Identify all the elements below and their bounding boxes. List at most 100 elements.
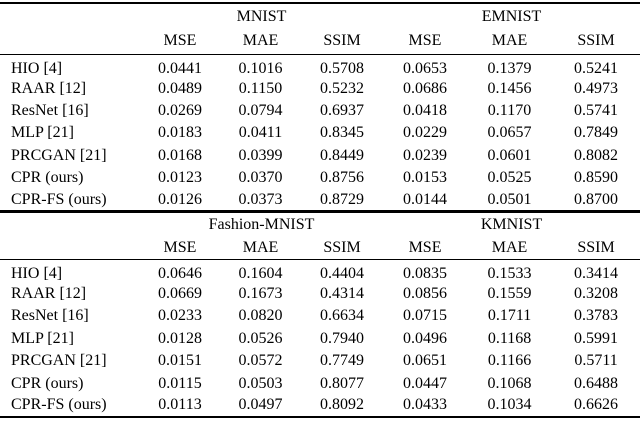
metric-value: 0.0497	[238, 396, 283, 414]
method-label: PRCGAN [21]	[11, 146, 107, 164]
metric-value: 0.6937	[320, 102, 364, 120]
metric-header: SSIM	[323, 32, 361, 50]
metric-value: 0.0433	[403, 396, 448, 414]
empty-corner-cell	[0, 237, 140, 259]
metric-value: 0.0239	[403, 146, 447, 164]
metric-header: SSIM	[577, 239, 615, 257]
metric-value: 0.7749	[320, 352, 365, 370]
metric-value: 0.5741	[574, 102, 619, 120]
metric-value: 0.1150	[238, 79, 283, 97]
metric-value: 0.8590	[574, 169, 619, 187]
metric-value: 0.0601	[487, 146, 532, 164]
table-body: HIO [4] 0.0441 0.1016 0.5708 0.0653 0.1379 0.5…	[0, 54, 640, 212]
table-row: RAAR [12] 0.0489 0.1150 0.5232 0.0686 0.1456 0…	[0, 78, 640, 100]
metric-header: MSE	[408, 239, 442, 257]
metric-value: 0.0646	[158, 264, 202, 282]
metric-value: 0.0411	[238, 124, 283, 142]
metric-value: 0.0669	[158, 285, 202, 303]
metric-value: 0.0794	[238, 102, 283, 120]
metric-value: 0.1559	[487, 285, 532, 303]
metric-header: MAE	[491, 239, 528, 257]
table-row: RAAR [12] 0.0669 0.1673 0.4314 0.0856 0.1559 0…	[0, 283, 640, 305]
metric-value: 0.0128	[158, 329, 202, 347]
metric-value: 0.1604	[238, 264, 283, 282]
metric-value: 0.3414	[574, 264, 619, 282]
metric-value: 0.0686	[403, 79, 447, 97]
metric-header-row: MSE MAE SSIM MSE MAE SSIM	[0, 237, 640, 260]
dataset-group-header-row: Fashion-MNIST KMNIST	[0, 213, 640, 237]
metric-value: 0.0418	[403, 102, 447, 120]
table-row: CPR-FS (ours) 0.0126 0.0373 0.8729 0.0144 0.0…	[0, 189, 640, 211]
method-label: CPR (ours)	[11, 374, 84, 392]
table-row: ResNet [16] 0.0269 0.0794 0.6937 0.0418 0.117…	[0, 100, 640, 122]
metric-value: 0.1170	[487, 102, 532, 120]
metric-value: 0.1711	[487, 307, 532, 325]
dataset-group-label: MNIST	[236, 7, 287, 25]
metric-value: 0.8077	[320, 374, 365, 392]
metric-value: 0.8700	[574, 190, 619, 208]
metric-value: 0.0489	[158, 79, 202, 97]
metric-value: 0.0503	[238, 374, 283, 392]
table-row: HIO [4] 0.0646 0.1604 0.4404 0.0835 0.1533 0.3…	[0, 259, 640, 283]
metric-header: MAE	[242, 239, 279, 257]
table-row: CPR (ours) 0.0115 0.0503 0.8077 0.0447 0.1068…	[0, 372, 640, 394]
method-label: RAAR [12]	[11, 285, 87, 303]
method-label: MLP [21]	[11, 124, 74, 142]
metric-value: 0.5711	[574, 352, 618, 370]
metric-header: SSIM	[577, 32, 615, 50]
metric-value: 0.7849	[574, 124, 619, 142]
paper-results-page: MNIST EMNIST MSE MAE SSIM MSE MAE SSIM H…	[0, 2, 640, 419]
metric-header: MAE	[491, 32, 528, 50]
metric-value: 0.8092	[320, 396, 365, 414]
metric-value: 0.4314	[320, 285, 365, 303]
metric-value: 0.1068	[487, 374, 532, 392]
metric-value: 0.0168	[158, 146, 202, 164]
metric-value: 0.0373	[238, 190, 283, 208]
empty-corner-cell	[0, 213, 140, 237]
dataset-group-header-row: MNIST EMNIST	[0, 3, 640, 29]
metric-value: 0.0229	[403, 124, 447, 142]
method-label: HIO [4]	[11, 264, 63, 282]
metric-value: 0.8082	[574, 146, 619, 164]
metric-value: 0.8345	[320, 124, 364, 142]
method-label: CPR-FS (ours)	[11, 190, 107, 208]
metric-value: 0.8729	[320, 190, 364, 208]
metric-value: 0.5232	[320, 79, 364, 97]
metric-value: 0.0115	[158, 374, 202, 392]
method-label: RAAR [12]	[11, 79, 87, 97]
method-label: HIO [4]	[11, 59, 63, 77]
dataset-group-label: KMNIST	[480, 216, 543, 234]
metric-value: 0.0113	[158, 396, 202, 414]
table-body: HIO [4] 0.0646 0.1604 0.4404 0.0835 0.1533 0.3…	[0, 259, 640, 417]
metric-value: 0.5708	[320, 59, 364, 77]
table-row: MLP [21] 0.0128 0.0526 0.7940 0.0496 0.1168 0.…	[0, 328, 640, 350]
metric-value: 0.1016	[238, 59, 283, 77]
metric-value: 0.0399	[238, 146, 283, 164]
empty-corner-cell	[0, 3, 140, 29]
metric-value: 0.0151	[158, 352, 202, 370]
metric-value: 0.0501	[487, 190, 532, 208]
metric-value: 0.5241	[574, 59, 619, 77]
metric-value: 0.6634	[320, 307, 365, 325]
metric-value: 0.1168	[487, 329, 532, 347]
metric-value: 0.5991	[574, 329, 619, 347]
metric-value: 0.4973	[574, 79, 619, 97]
metric-value: 0.8449	[320, 146, 364, 164]
results-table-fashionmnist-kmnist: Fashion-MNIST KMNIST MSE MAE SSIM MSE MA…	[0, 213, 640, 419]
metric-value: 0.0715	[403, 307, 448, 325]
table-row: MLP [21] 0.0183 0.0411 0.8345 0.0229 0.0657 0.…	[0, 122, 640, 144]
results-table-mnist-emnist: MNIST EMNIST MSE MAE SSIM MSE MAE SSIM H…	[0, 2, 640, 214]
empty-corner-cell	[0, 29, 140, 54]
metric-header: MSE	[163, 32, 197, 50]
table-row: PRCGAN [21] 0.0151 0.0572 0.7749 0.0651 0.116…	[0, 350, 640, 372]
metric-value: 0.0447	[403, 374, 448, 392]
metric-header: MAE	[242, 32, 279, 50]
metric-value: 0.4404	[320, 264, 365, 282]
dataset-group-label: Fashion-MNIST	[208, 216, 315, 234]
metric-value: 0.1379	[487, 59, 532, 77]
metric-value: 0.0153	[403, 169, 447, 187]
metric-value: 0.0820	[238, 307, 283, 325]
metric-value: 0.6626	[574, 396, 619, 414]
metric-header-row: MSE MAE SSIM MSE MAE SSIM	[0, 29, 640, 54]
metric-value: 0.0657	[487, 124, 532, 142]
